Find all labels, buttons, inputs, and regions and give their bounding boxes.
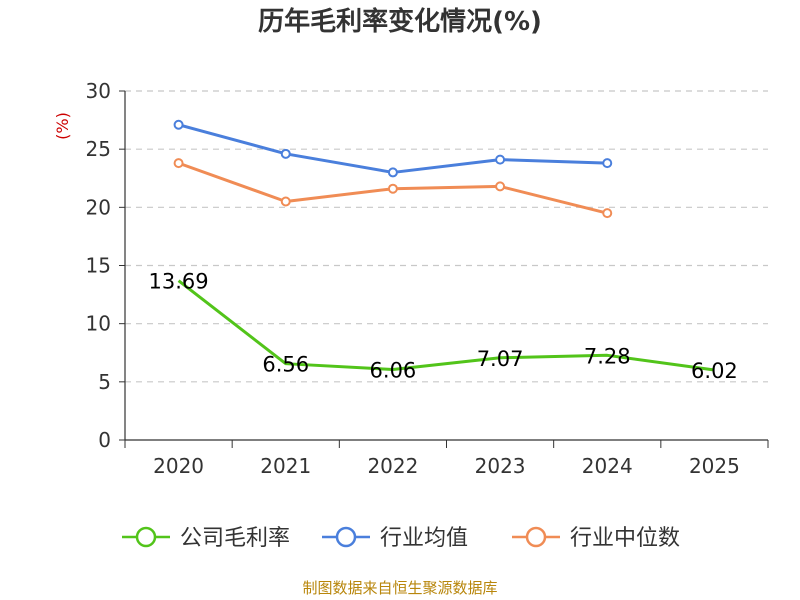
legend-item[interactable]: 公司毛利率 [122,526,290,551]
legend-label: 行业均值 [380,526,468,551]
data-label: 6.06 [370,359,417,383]
series-point[interactable] [280,148,291,159]
series-point[interactable] [602,208,613,219]
y-tick-label: 20 [86,195,111,219]
data-label: 6.56 [262,353,309,377]
legend-marker [525,526,547,548]
data-label: 13.69 [149,270,209,294]
data-label: 6.02 [691,359,738,383]
series-layer [173,119,715,372]
x-tick-label: 2020 [153,454,204,478]
y-tick-label: 25 [86,137,111,161]
chart-title: 历年毛利率变化情况(%) [258,6,542,37]
series-line-0 [177,279,715,372]
data-label: 7.28 [584,344,631,368]
legend-marker [335,526,357,548]
series-point[interactable] [602,158,613,169]
series-point[interactable] [495,154,506,165]
x-tick-label: 2023 [475,454,526,478]
legend[interactable]: 公司毛利率 行业均值 行业中位数 [122,526,680,551]
y-tick-label: 30 [86,79,111,103]
series-point[interactable] [280,196,291,207]
data-labels: 13.69 6.56 6.06 7.07 7.28 6.02 [149,270,738,383]
source-note: 制图数据来自恒生聚源数据库 [302,579,497,597]
y-tick-label: 15 [86,254,111,278]
x-tick-label: 2021 [260,454,311,478]
y-tick-label: 10 [86,312,111,336]
grid [125,90,768,383]
y-axis-unit: (%) [53,112,72,140]
y-tick-label: 0 [98,428,111,452]
series-point[interactable] [387,183,398,194]
x-tick-label: 2025 [689,454,740,478]
series-point[interactable] [173,158,184,169]
x-tick-label: 2024 [582,454,633,478]
x-tick-label: 2022 [367,454,418,478]
legend-label: 公司毛利率 [180,526,290,551]
series-point[interactable] [495,181,506,192]
y-tick-label: 5 [98,370,111,394]
data-label: 7.07 [477,347,524,371]
legend-marker [135,526,157,548]
legend-label: 行业中位数 [570,526,680,551]
legend-item[interactable]: 行业均值 [322,526,468,551]
series-point[interactable] [173,119,184,130]
series-point[interactable] [387,167,398,178]
legend-item[interactable]: 行业中位数 [512,526,680,551]
